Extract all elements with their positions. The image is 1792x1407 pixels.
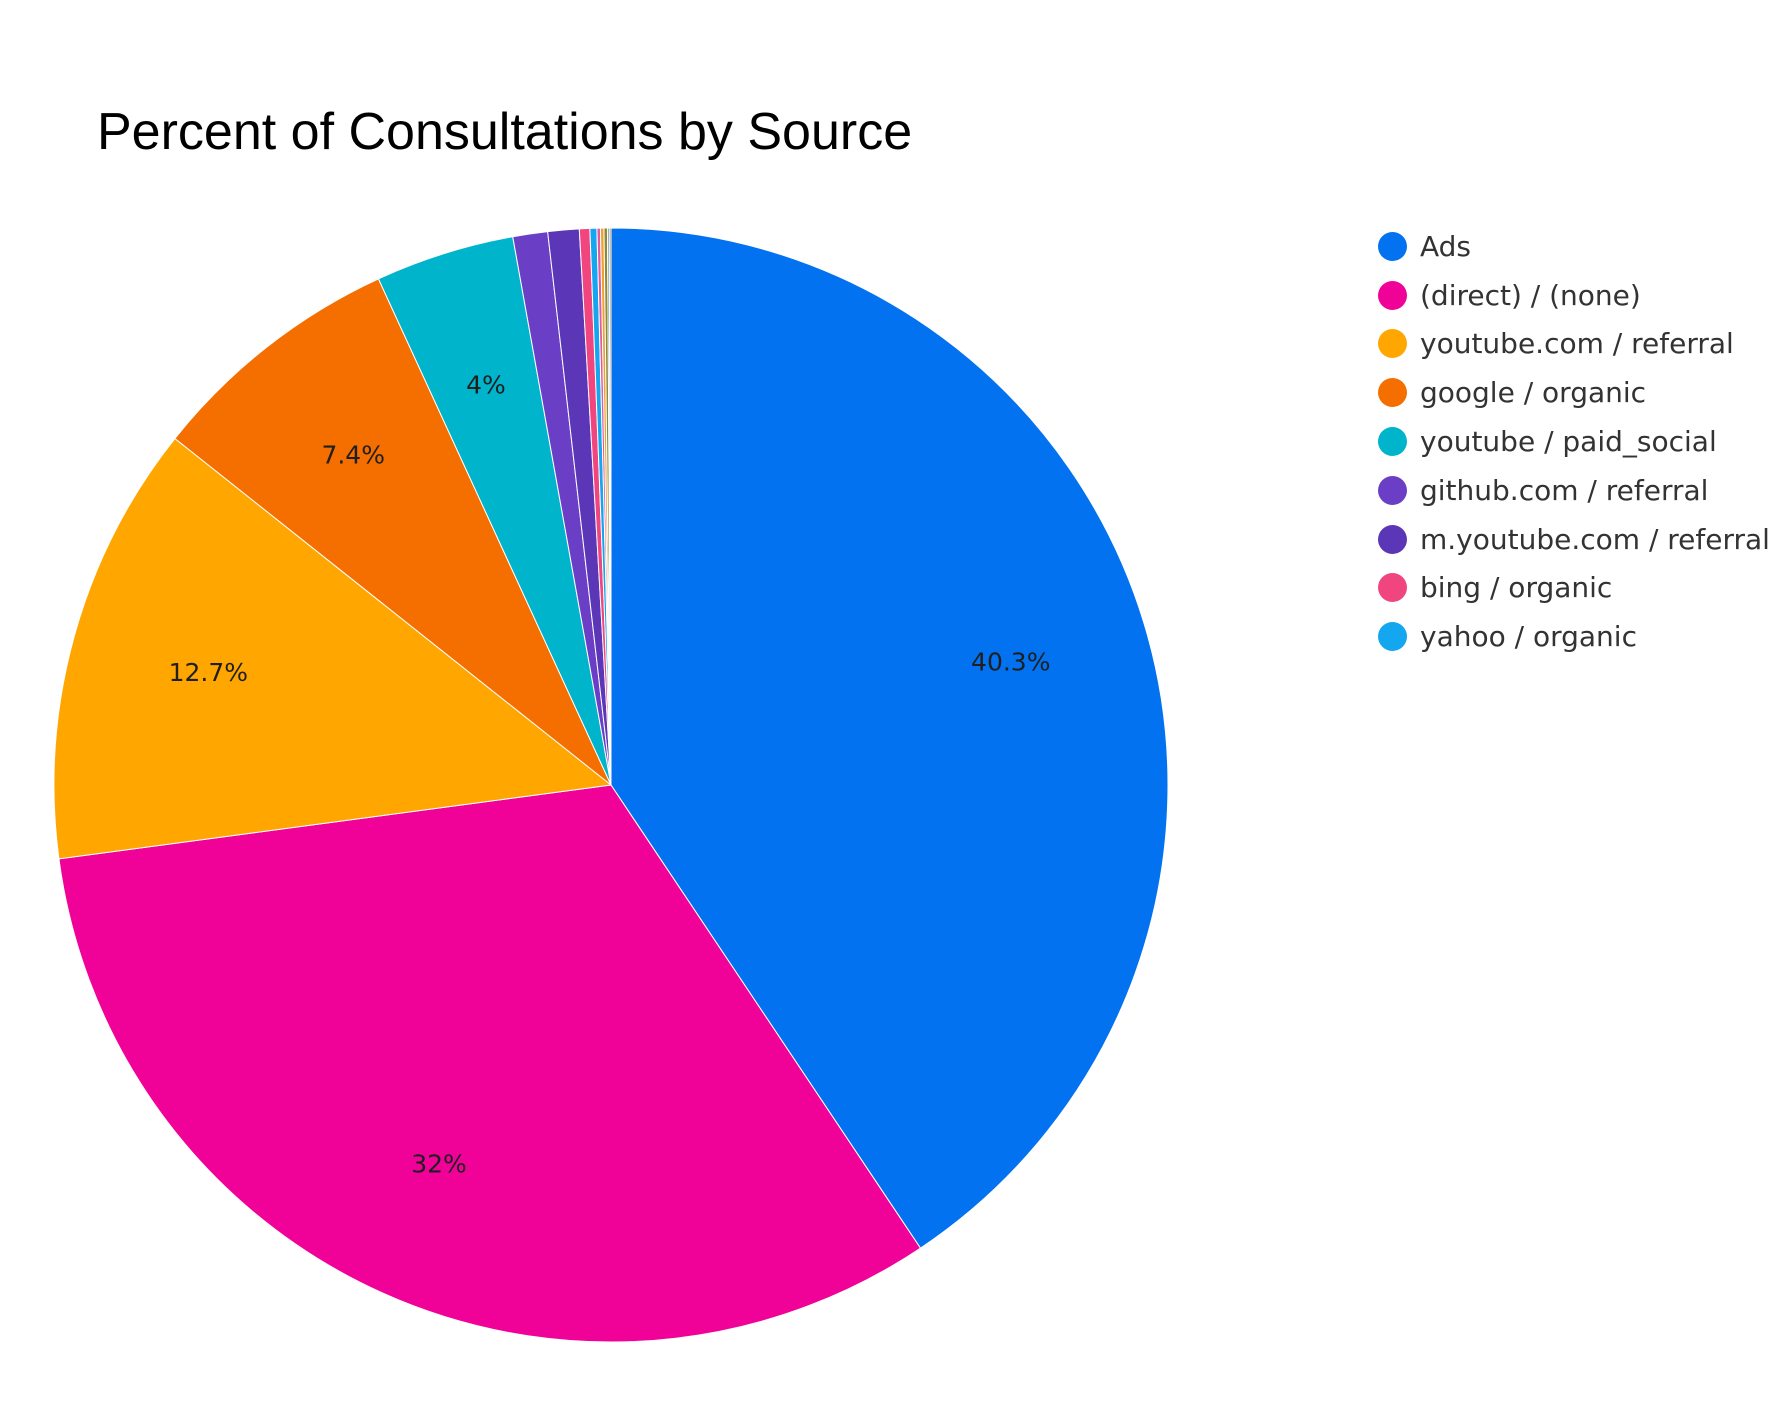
pie-slice-1[interactable] — [58, 784, 922, 1343]
legend-swatch-icon — [1378, 427, 1407, 457]
legend-item-7[interactable]: bing / organic — [1378, 564, 1770, 613]
pie-labels: 40.3% 32% 12.7% 7.4% 4% — [169, 370, 1051, 1178]
legend-label: github.com / referral — [1420, 473, 1709, 507]
legend-item-6[interactable]: m.youtube.com / referral — [1378, 515, 1770, 564]
legend-swatch-icon — [1378, 475, 1407, 505]
legend-label: m.youtube.com / referral — [1420, 522, 1770, 556]
legend-label: yahoo / organic — [1420, 620, 1637, 654]
legend-label: (direct) / (none) — [1420, 278, 1641, 312]
legend-label: bing / organic — [1420, 571, 1613, 605]
legend-swatch-icon — [1378, 280, 1407, 310]
slice-label-4: 4% — [466, 370, 506, 399]
legend-swatch-icon — [1378, 622, 1407, 652]
legend-item-4[interactable]: youtube / paid_social — [1378, 417, 1770, 466]
legend-item-5[interactable]: github.com / referral — [1378, 466, 1770, 515]
legend-swatch-icon — [1378, 231, 1407, 261]
slice-label-2: 12.7% — [169, 658, 248, 687]
legend-swatch-icon — [1378, 573, 1407, 603]
chart-title: Percent of Consultations by Source — [97, 103, 913, 161]
legend-item-8[interactable]: yahoo / organic — [1378, 612, 1770, 661]
legend-label: Ads — [1420, 229, 1472, 263]
slice-label-0: 40.3% — [971, 648, 1050, 677]
pie-slice-13[interactable] — [608, 227, 612, 786]
legend-label: youtube / paid_social — [1420, 425, 1717, 459]
legend-label: google / organic — [1420, 376, 1647, 410]
legend-item-0[interactable]: Ads — [1378, 222, 1770, 271]
legend-swatch-icon — [1378, 378, 1407, 408]
slice-label-1: 32% — [411, 1150, 467, 1179]
pie-slice-2[interactable] — [53, 437, 613, 860]
legend-item-3[interactable]: google / organic — [1378, 368, 1770, 417]
legend-item-2[interactable]: youtube.com / referral — [1378, 320, 1770, 369]
legend: Ads (direct) / (none) youtube.com / referr… — [1378, 222, 1770, 661]
legend-item-1[interactable]: (direct) / (none) — [1378, 271, 1770, 320]
slice-label-3: 7.4% — [321, 440, 385, 469]
legend-swatch-icon — [1378, 329, 1407, 359]
legend-swatch-icon — [1378, 524, 1407, 554]
pie-slices — [53, 227, 1169, 1343]
legend-label: youtube.com / referral — [1420, 327, 1734, 361]
pie-slice-3[interactable] — [174, 278, 612, 786]
